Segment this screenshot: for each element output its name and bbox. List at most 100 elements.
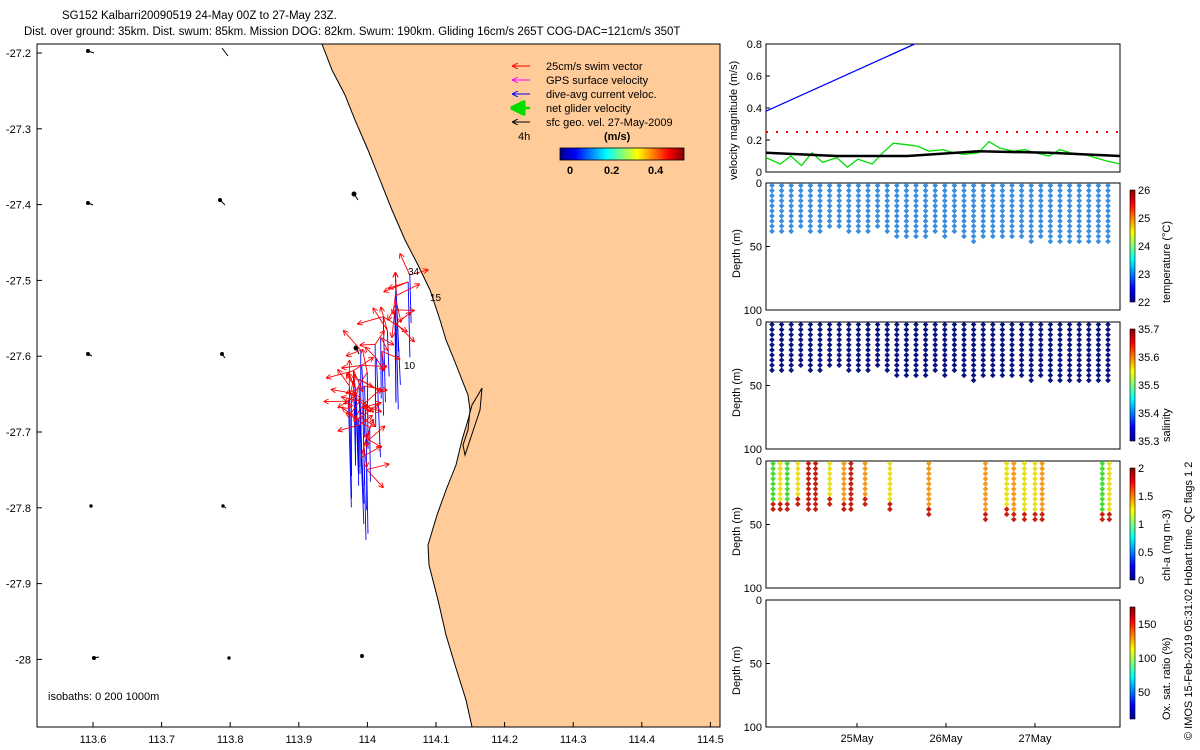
swim-arrow <box>360 434 367 458</box>
geo-dot <box>353 345 359 351</box>
profile-sample <box>1010 501 1017 508</box>
colorbar-label: temperature (°C) <box>1161 221 1173 303</box>
swim-arrow <box>332 390 352 394</box>
profile-sample <box>805 501 812 508</box>
profile-sample <box>778 192 785 199</box>
profile-sample <box>778 197 785 204</box>
profile-sample <box>807 218 814 224</box>
colorbar-tick-label: 26 <box>1138 185 1150 197</box>
profile-sample <box>884 208 891 214</box>
profile-sample <box>1057 192 1063 199</box>
profile-sample <box>1085 192 1092 199</box>
profile-sample <box>893 352 900 358</box>
map-x-tick-label: 114.2 <box>491 734 518 746</box>
profile-sample <box>1057 336 1063 343</box>
profile-sample <box>1021 501 1028 508</box>
profile-sample <box>1047 208 1054 214</box>
profile-sample <box>913 228 919 235</box>
colorbar-tick-label: 25 <box>1138 213 1150 225</box>
profile-sample <box>926 486 932 492</box>
profile-sample <box>862 465 868 472</box>
profile-sample <box>1066 192 1073 199</box>
profile-sample <box>961 367 967 374</box>
profile-sample <box>855 326 862 333</box>
profile-sample <box>1010 496 1017 502</box>
profile-sample <box>777 475 783 482</box>
profile-sample <box>884 203 891 209</box>
profile-sample <box>951 223 958 230</box>
profile-sample <box>777 506 783 513</box>
profile-sample <box>884 223 891 230</box>
profile-sample <box>1105 218 1111 224</box>
profile-sample <box>1028 208 1035 214</box>
profile-sample <box>961 357 967 363</box>
profile-sample <box>795 501 801 508</box>
swim-arrow <box>394 310 414 311</box>
swim-arrow <box>395 313 410 324</box>
profile-sample <box>845 197 852 204</box>
profile-sample <box>884 218 891 224</box>
profile-sample <box>778 218 785 224</box>
profile-sample <box>980 218 987 224</box>
profile-sample <box>1018 218 1025 224</box>
profile-sample <box>903 223 910 230</box>
profile-sample <box>932 203 939 209</box>
profile-sample <box>1099 470 1106 477</box>
map-y-axis: -27.2 -27.3 -27.4 -27.5 -27.6 -27.7 -27.8 -27.9… <box>6 48 42 666</box>
profile-sample <box>855 197 862 204</box>
profile-sample <box>951 352 958 358</box>
profile-sample <box>1105 321 1111 328</box>
profile-sample <box>1010 511 1017 518</box>
profile-sample <box>922 182 929 189</box>
geo-dot <box>218 198 222 202</box>
profile-sample <box>961 336 967 343</box>
profile-sample <box>941 357 948 363</box>
profile-sample <box>1039 460 1045 467</box>
colorbar-tick-label: 50 <box>1138 687 1150 699</box>
profile-sample <box>1018 357 1025 363</box>
profile-sample <box>874 336 881 343</box>
profile-sample <box>980 326 987 333</box>
profile-sample <box>788 362 795 369</box>
profile-sample <box>836 357 843 363</box>
profile-sample <box>926 465 932 472</box>
profile-sample <box>855 352 862 358</box>
map-y-tick-label: -27.5 <box>6 275 31 287</box>
profile-sample <box>1095 357 1102 363</box>
profile-sample <box>982 506 989 513</box>
colorbar-tick-label: 22 <box>1138 297 1150 309</box>
profile-sample <box>1076 233 1083 240</box>
profile-sample <box>770 491 776 497</box>
profile-sample <box>778 362 785 369</box>
profile-sample <box>1066 233 1073 240</box>
profile-sample <box>1085 208 1092 214</box>
legend-label-geo: sfc geo. vel. 27-May-2009 <box>546 117 673 129</box>
profile-sample <box>1057 377 1063 384</box>
profile-sample <box>1106 491 1113 497</box>
profile-sample <box>999 347 1006 353</box>
profile-sample <box>1095 377 1102 384</box>
profile-sample <box>845 347 852 353</box>
swim-arrow <box>348 373 356 389</box>
profile-sample <box>1037 203 1044 209</box>
profile-sample <box>913 233 919 240</box>
profile-sample <box>961 372 967 379</box>
profile-sample <box>1057 187 1063 194</box>
profile-sample <box>788 331 795 338</box>
profile-sample <box>1009 228 1015 235</box>
geo-dot <box>360 654 364 658</box>
profile-sample <box>980 342 987 348</box>
profile-sample <box>887 481 893 487</box>
profile-sample <box>1095 331 1102 338</box>
profile-sample <box>848 460 854 467</box>
profile-sample <box>855 203 862 209</box>
profile-sample <box>826 486 833 492</box>
profile-sample <box>903 342 910 348</box>
profile-sample <box>913 326 919 333</box>
profile-sample <box>989 203 996 209</box>
profile-sample <box>845 187 852 194</box>
profile-sample <box>932 213 939 219</box>
profile-sample <box>932 342 939 348</box>
profile-sample <box>1099 481 1106 487</box>
swim-arrow <box>396 302 401 322</box>
